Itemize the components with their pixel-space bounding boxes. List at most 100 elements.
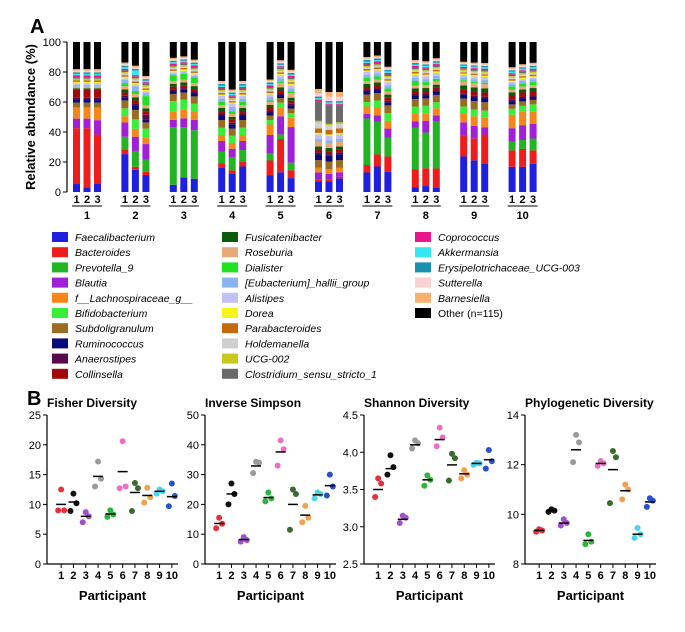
bar-segment-sutterella [460, 63, 468, 65]
bar-segment-fusicatenibacter [266, 105, 274, 108]
bar-segment-ucg-002 [315, 120, 322, 123]
bar-segment-fusicatenibacter [180, 82, 188, 86]
bar-segment-alistipes [470, 76, 478, 80]
bar-segment-holdemanella [131, 79, 139, 82]
bar-segment-sutterella [266, 81, 274, 83]
data-point [409, 445, 416, 452]
bar-segment-roseburia [363, 81, 371, 84]
bar-segment-alistipes [266, 94, 274, 98]
bar-segment-other-n-115- [411, 42, 419, 60]
legend-entry: Akkermansia [437, 247, 499, 259]
bar-segment-ruminococcus [315, 154, 322, 161]
bar-segment-alistipes [121, 78, 129, 80]
bar-segment-collinsella [169, 86, 177, 90]
bar-segment-sutterella [131, 67, 139, 69]
x-tick-label: 1 [58, 570, 64, 582]
bar-segment-blautia [470, 125, 478, 139]
y-tick-label: 10 [29, 499, 41, 511]
data-point [622, 481, 629, 488]
x-tick-label: 9 [314, 570, 320, 582]
bar-segment-erysipelotrichaceae-ucg-003 [529, 65, 537, 68]
bar-segment-ucg-002 [432, 67, 440, 69]
bar-segment-bacteroides [325, 179, 333, 182]
y-tick-label: 14 [507, 410, 519, 422]
data-point [625, 486, 632, 493]
bar-segment-prevotella-9 [190, 130, 198, 179]
bar-segment-ucg-002 [180, 65, 188, 67]
bar-segment-akkermansia [180, 60, 188, 63]
data-point [323, 492, 330, 499]
data-point [421, 482, 428, 489]
bar-segment-blautia [94, 120, 101, 135]
bar-segment-ruminococcus [94, 99, 101, 103]
bar-segment-subdoligranulum [94, 102, 101, 108]
bar-segment-bacteroides [529, 150, 537, 164]
bar-segment-roseburia [239, 105, 247, 108]
bar-segment-ruminococcus [131, 105, 139, 110]
data-point [95, 458, 102, 465]
bar-segment-parabacteroides [373, 67, 381, 69]
x-tick-label: 3 [400, 570, 406, 582]
bar-segment-other-n-115- [287, 42, 295, 70]
bar-segment-sutterella [336, 96, 343, 102]
data-point [70, 490, 77, 497]
bar-segment-dialister [432, 78, 440, 82]
data-point [548, 506, 555, 513]
bar-segment-parabacteroides [277, 72, 285, 74]
bar-segment-collinsella [266, 108, 274, 111]
bar-segment-faecalibacterium [384, 171, 392, 192]
bar-segment-dialister [519, 83, 527, 87]
bar-segment-f-lachnospiraceae-g- [277, 107, 285, 117]
bar-segment-other-n-115- [519, 42, 527, 65]
bar-segment-other-n-115- [228, 42, 236, 90]
legend-entry: f__Lachnospiraceae_g__ [75, 293, 193, 305]
bar-segment-anaerostipes [218, 114, 226, 116]
data-point [378, 480, 385, 487]
bar-segment-dorea [422, 74, 430, 77]
bar-segment-alistipes [384, 82, 392, 86]
bar-segment-dialister [266, 100, 274, 102]
data-point [141, 499, 148, 506]
data-point [225, 501, 232, 508]
bar-segment-collinsella [190, 89, 198, 92]
bar-segment--eubacterium-hallii-group [470, 79, 478, 82]
data-point [585, 531, 592, 538]
bar-segment-f-lachnospiraceae-g- [228, 142, 236, 149]
legend-swatch [222, 277, 238, 288]
bar-segment-alistipes [73, 83, 80, 86]
bar-segment-erysipelotrichaceae-ucg-003 [190, 62, 198, 65]
bar-segment-akkermansia [131, 70, 139, 76]
bar-segment-collinsella [373, 85, 381, 89]
bar-segment-erysipelotrichaceae-ucg-003 [239, 84, 247, 86]
bar-segment-collinsella [315, 149, 322, 153]
bar-segment-parabacteroides [287, 82, 295, 84]
bar-segment-anaerostipes [277, 93, 285, 96]
bar-segment-bifidobacterium [121, 108, 129, 117]
bar-segment-barnesiella [336, 92, 343, 97]
bar-segment-ucg-002 [169, 66, 177, 68]
bar-segment-ucg-002 [73, 78, 80, 81]
bar-segment-blautia [169, 119, 177, 128]
bar-segment-erysipelotrichaceae-ucg-003 [228, 92, 236, 94]
bar-segment-collinsella [432, 87, 440, 91]
data-point [643, 503, 650, 510]
x-tick-label: 6 [598, 570, 604, 582]
data-point [116, 485, 123, 492]
bar-segment-holdemanella [180, 66, 188, 68]
bar-segment-f-lachnospiraceae-g- [266, 124, 274, 135]
bar-segment-anaerostipes [228, 122, 236, 125]
bar-segment-barnesiella [508, 67, 516, 69]
data-point [573, 431, 580, 438]
bar-segment-sutterella [422, 62, 430, 65]
bar-segment-subdoligranulum [287, 108, 295, 114]
bar-segment--eubacterium-hallii-group [287, 88, 295, 92]
bar-segment-faecalibacterium [83, 187, 91, 192]
scatter-panel-shannon-diversity: Shannon Diversity 2.5 3.0 3.5 4.0 4.5 1 2 3 4 5 6 7 8… [343, 396, 495, 603]
bar-segment-clostridium-sensu-stricto-1 [363, 64, 371, 66]
data-point [302, 502, 309, 509]
data-point [79, 519, 86, 526]
bar-segment-dorea [460, 73, 468, 75]
x-tick-label: 10 [483, 570, 495, 582]
bar-segment-faecalibacterium [336, 178, 343, 192]
bar-segment-anaerostipes [432, 90, 440, 92]
